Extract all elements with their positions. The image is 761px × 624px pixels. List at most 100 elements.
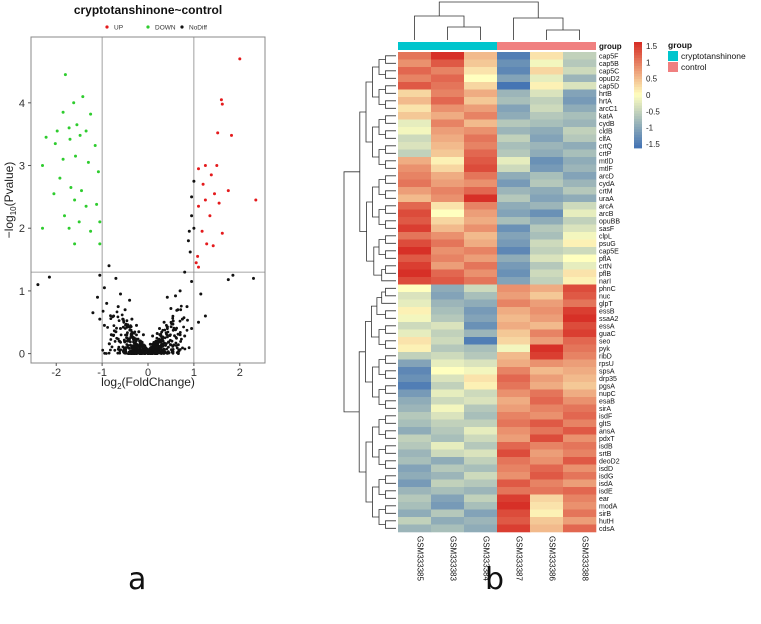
heatmap-cell [497, 434, 531, 443]
heatmap-cell [563, 397, 597, 405]
heatmap-cell [431, 382, 465, 390]
point-up [230, 133, 233, 137]
point-up [209, 173, 213, 177]
colorbar-segment [634, 140, 642, 144]
panel-label-b: b [485, 562, 505, 597]
point-nodiff [112, 329, 116, 333]
dendro-branch [378, 389, 386, 405]
heatmap-cell [464, 239, 498, 248]
dendro-branch [378, 479, 386, 495]
heatmap-cell [563, 254, 597, 263]
heatmap-cell [530, 502, 564, 510]
heatmap-cell [464, 232, 498, 240]
heatmap-cell [431, 322, 465, 330]
y-tick-label: 2 [19, 223, 25, 235]
heatmap-cell [398, 442, 432, 450]
point-nodiff [121, 345, 125, 349]
dendro-branch [385, 340, 396, 349]
heatmap-cell [497, 337, 531, 345]
heatmap-cell [464, 427, 498, 435]
point-down [74, 154, 77, 158]
group-bar-cryptotanshinone [431, 42, 464, 50]
point-nodiff [133, 342, 136, 345]
group-legend-title: group [668, 40, 692, 50]
heatmap-cell [431, 299, 465, 308]
colorbar-tick-label: 0.5 [646, 75, 658, 84]
heatmap-cell [398, 247, 432, 255]
point-nodiff [190, 280, 194, 283]
group-bar-cryptotanshinone [464, 42, 497, 50]
dendro-branch [385, 265, 396, 274]
colorbar-segment [634, 81, 642, 85]
heatmap-cell [497, 509, 531, 518]
point-up [201, 182, 205, 186]
point-down [69, 186, 73, 189]
heatmap-cell [497, 157, 531, 165]
point-nodiff [109, 314, 112, 318]
point-up [208, 214, 212, 218]
heatmap-cell [398, 389, 432, 398]
heatmap-cell [398, 187, 432, 195]
heatmap-cell [563, 329, 597, 338]
heatmap-cell [431, 352, 465, 360]
heatmap-cell [563, 74, 597, 83]
heatmap-cell [464, 374, 498, 383]
heatmap-cell [530, 149, 564, 158]
heatmap-cell [530, 419, 564, 428]
heatmap-cell [398, 134, 432, 143]
heatmap-cell [464, 299, 498, 308]
legend-marker-down [146, 25, 150, 29]
x-tick-label: -1 [97, 367, 107, 379]
heatmap-cell [464, 172, 498, 180]
heatmap-cell [530, 59, 564, 68]
point-up [197, 167, 200, 171]
colorbar-segment [634, 116, 642, 120]
heatmap-cell [464, 254, 498, 263]
heatmap-cell [431, 359, 465, 368]
heatmap-cell [497, 329, 531, 338]
colorbar-segment [634, 52, 642, 56]
point-down [41, 226, 44, 230]
heatmap-cell [464, 359, 498, 368]
heatmap-cell [464, 269, 498, 278]
point-nodiff [102, 323, 106, 327]
dendro-root [343, 171, 360, 413]
point-nodiff [112, 334, 115, 337]
point-nodiff [186, 318, 189, 322]
heatmap-cell [563, 224, 597, 233]
dendro-branch [385, 235, 396, 244]
dendro-branch [378, 179, 386, 195]
point-nodiff [135, 323, 138, 327]
heatmap-cell [431, 157, 465, 165]
heatmap-cell [497, 419, 531, 428]
heatmap-cell [563, 262, 597, 270]
point-nodiff [98, 273, 102, 277]
point-nodiff [165, 295, 169, 299]
heatmap-cell [398, 502, 432, 510]
point-down [68, 137, 72, 141]
group-annotation-bar: group [398, 42, 622, 51]
dendro-branch [372, 126, 379, 158]
row-label: opuD2 [599, 76, 620, 83]
point-up [216, 131, 220, 135]
heatmap-cell [398, 487, 432, 495]
volcano-y-ticks: 0 1 2 3 4 [19, 98, 31, 361]
point-nodiff [115, 326, 118, 330]
point-nodiff [119, 327, 122, 330]
point-nodiff [141, 349, 145, 353]
point-up [200, 229, 204, 233]
heatmap-cell [497, 134, 531, 143]
dendro-branch [546, 29, 580, 40]
heatmap-cell [530, 359, 564, 368]
heatmap-cell [563, 299, 597, 308]
dendro-branch [378, 149, 386, 165]
heatmap-cell [530, 247, 564, 255]
colorbar-segment [634, 108, 642, 112]
heatmap-cell [530, 119, 564, 128]
point-down [86, 160, 90, 164]
point-nodiff [109, 348, 112, 352]
point-nodiff [135, 333, 138, 337]
row-label: glpT [599, 301, 613, 308]
heatmap-cell [530, 277, 564, 285]
heatmap-cell [497, 179, 531, 188]
